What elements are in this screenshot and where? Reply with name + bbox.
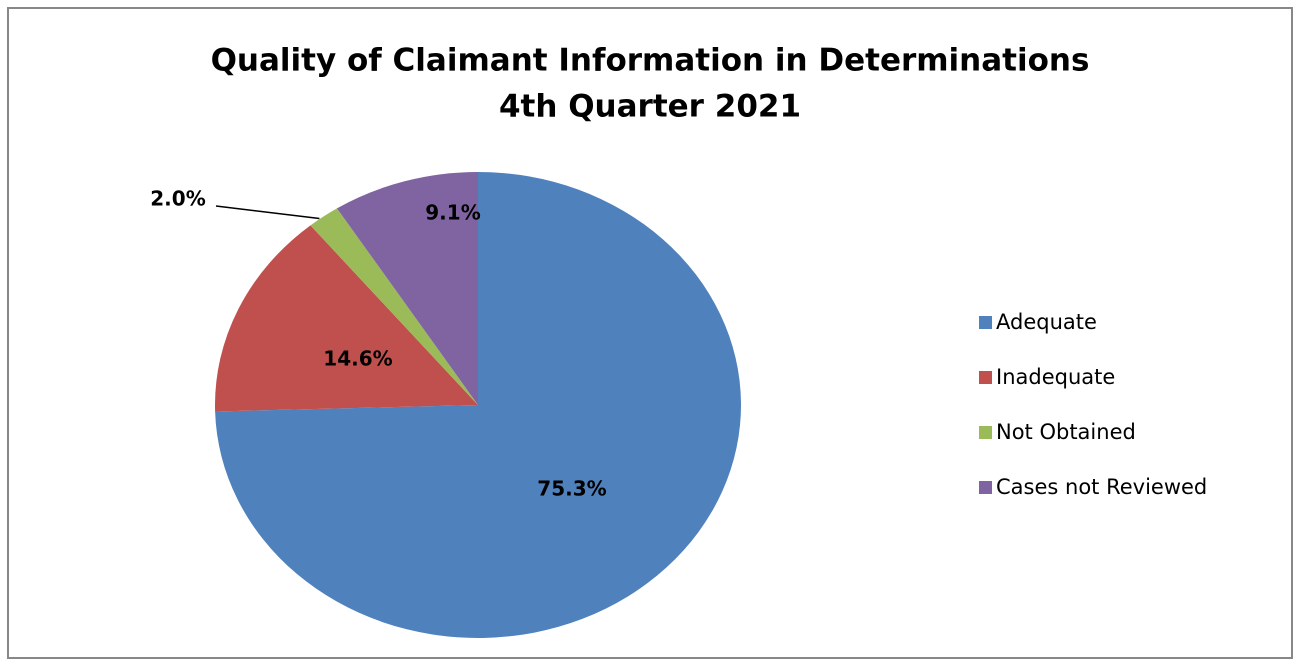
- legend-swatch: [979, 481, 992, 494]
- pie-slice: [215, 172, 741, 638]
- chart-subtitle: 4th Quarter 2021: [499, 89, 801, 125]
- legend-label: Not Obtained: [996, 420, 1136, 444]
- legend-label: Cases not Reviewed: [996, 475, 1207, 499]
- pie-slice: [215, 225, 478, 412]
- data-label: 2.0%: [150, 187, 205, 211]
- data-label: 9.1%: [425, 201, 480, 225]
- chart-title: Quality of Claimant Information in Deter…: [211, 43, 1090, 79]
- data-label: 14.6%: [323, 347, 392, 371]
- leader-line: [215, 205, 320, 220]
- pie-slice: [336, 172, 478, 405]
- pie-slice: [310, 208, 478, 405]
- legend-label: Adequate: [996, 310, 1097, 334]
- legend-swatch: [979, 371, 992, 384]
- legend-swatch: [979, 426, 992, 439]
- legend-swatch: [979, 316, 992, 329]
- data-label: 75.3%: [537, 477, 606, 501]
- legend-label: Inadequate: [996, 365, 1115, 389]
